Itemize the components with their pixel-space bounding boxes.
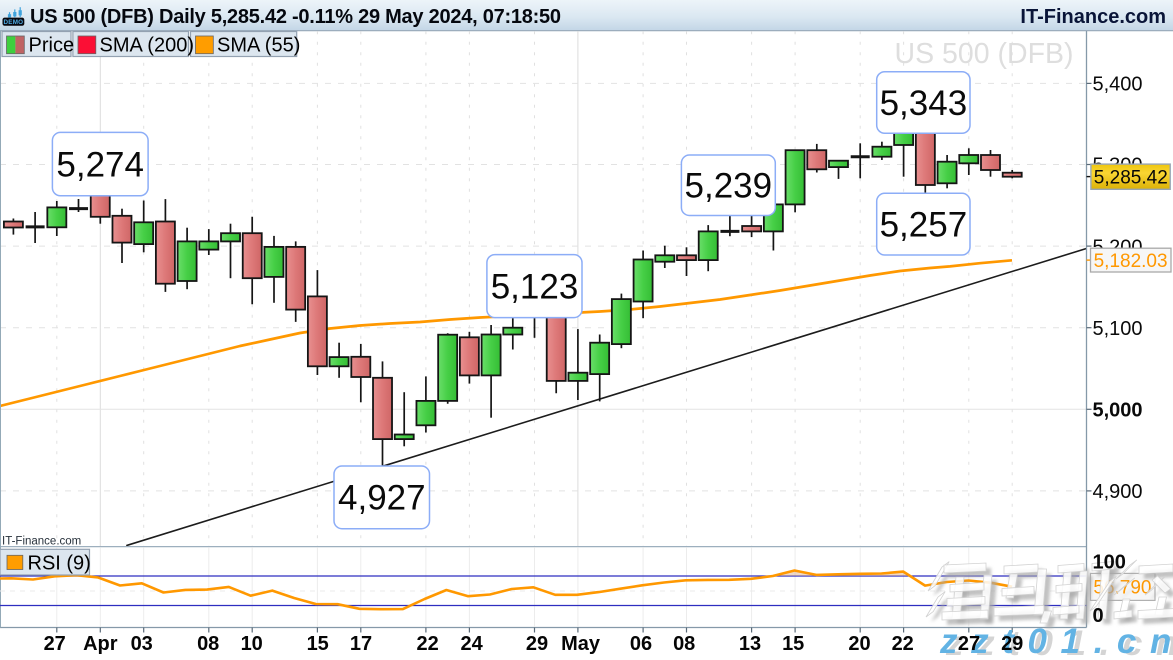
svg-text:29: 29 bbox=[1001, 633, 1023, 655]
svg-text:08: 08 bbox=[673, 633, 695, 655]
svg-text:22: 22 bbox=[892, 633, 914, 655]
svg-text:Price: Price bbox=[29, 34, 75, 56]
svg-text:May: May bbox=[561, 633, 601, 655]
svg-text:06: 06 bbox=[630, 633, 652, 655]
svg-text:5,400: 5,400 bbox=[1093, 74, 1143, 96]
svg-text:US 500 (DFB) Daily 5,285.42 -0: US 500 (DFB) Daily 5,285.42 -0.11% 29 Ma… bbox=[30, 6, 561, 28]
svg-text:5,123: 5,123 bbox=[491, 267, 579, 306]
svg-text:5,274: 5,274 bbox=[56, 145, 144, 184]
svg-text:0: 0 bbox=[1093, 605, 1104, 627]
svg-text:4,900: 4,900 bbox=[1093, 481, 1143, 503]
svg-text:SMA (200): SMA (200) bbox=[100, 34, 194, 56]
svg-text:IT-Finance.com: IT-Finance.com bbox=[2, 536, 81, 548]
svg-text:zzt01.cn: zzt01.cn bbox=[939, 622, 1173, 660]
svg-text:5,182.03: 5,182.03 bbox=[1094, 251, 1168, 272]
svg-text:SMA (55): SMA (55) bbox=[217, 34, 300, 56]
svg-text:zzt01.cn: zzt01.cn bbox=[945, 624, 1173, 660]
svg-text:15: 15 bbox=[307, 633, 329, 655]
svg-text:5,239: 5,239 bbox=[685, 167, 773, 206]
svg-text:5,100: 5,100 bbox=[1093, 318, 1143, 340]
svg-text:10: 10 bbox=[241, 633, 263, 655]
svg-text:IT-Finance.com: IT-Finance.com bbox=[1020, 6, 1166, 28]
svg-text:22: 22 bbox=[416, 633, 438, 655]
svg-text:13: 13 bbox=[739, 633, 761, 655]
svg-text:4,927: 4,927 bbox=[338, 479, 426, 518]
svg-text:5,000: 5,000 bbox=[1093, 400, 1143, 422]
svg-text:27: 27 bbox=[44, 633, 66, 655]
svg-text:5,285.42: 5,285.42 bbox=[1094, 167, 1168, 188]
svg-text:08: 08 bbox=[197, 633, 219, 655]
svg-text:03: 03 bbox=[131, 633, 153, 655]
svg-text:Apr: Apr bbox=[83, 633, 118, 655]
svg-text:5,257: 5,257 bbox=[880, 206, 968, 245]
svg-text:20: 20 bbox=[848, 633, 870, 655]
svg-text:RSI (9): RSI (9) bbox=[28, 552, 91, 574]
svg-text:17: 17 bbox=[350, 633, 372, 655]
svg-text:100: 100 bbox=[1093, 552, 1126, 574]
svg-text:US 500 (DFB): US 500 (DFB) bbox=[895, 38, 1074, 70]
svg-text:DEMO: DEMO bbox=[4, 19, 24, 26]
svg-text:24: 24 bbox=[460, 633, 483, 655]
svg-text:15: 15 bbox=[782, 633, 804, 655]
svg-text:27: 27 bbox=[958, 633, 980, 655]
svg-text:29: 29 bbox=[526, 633, 548, 655]
svg-text:5,343: 5,343 bbox=[880, 84, 968, 123]
